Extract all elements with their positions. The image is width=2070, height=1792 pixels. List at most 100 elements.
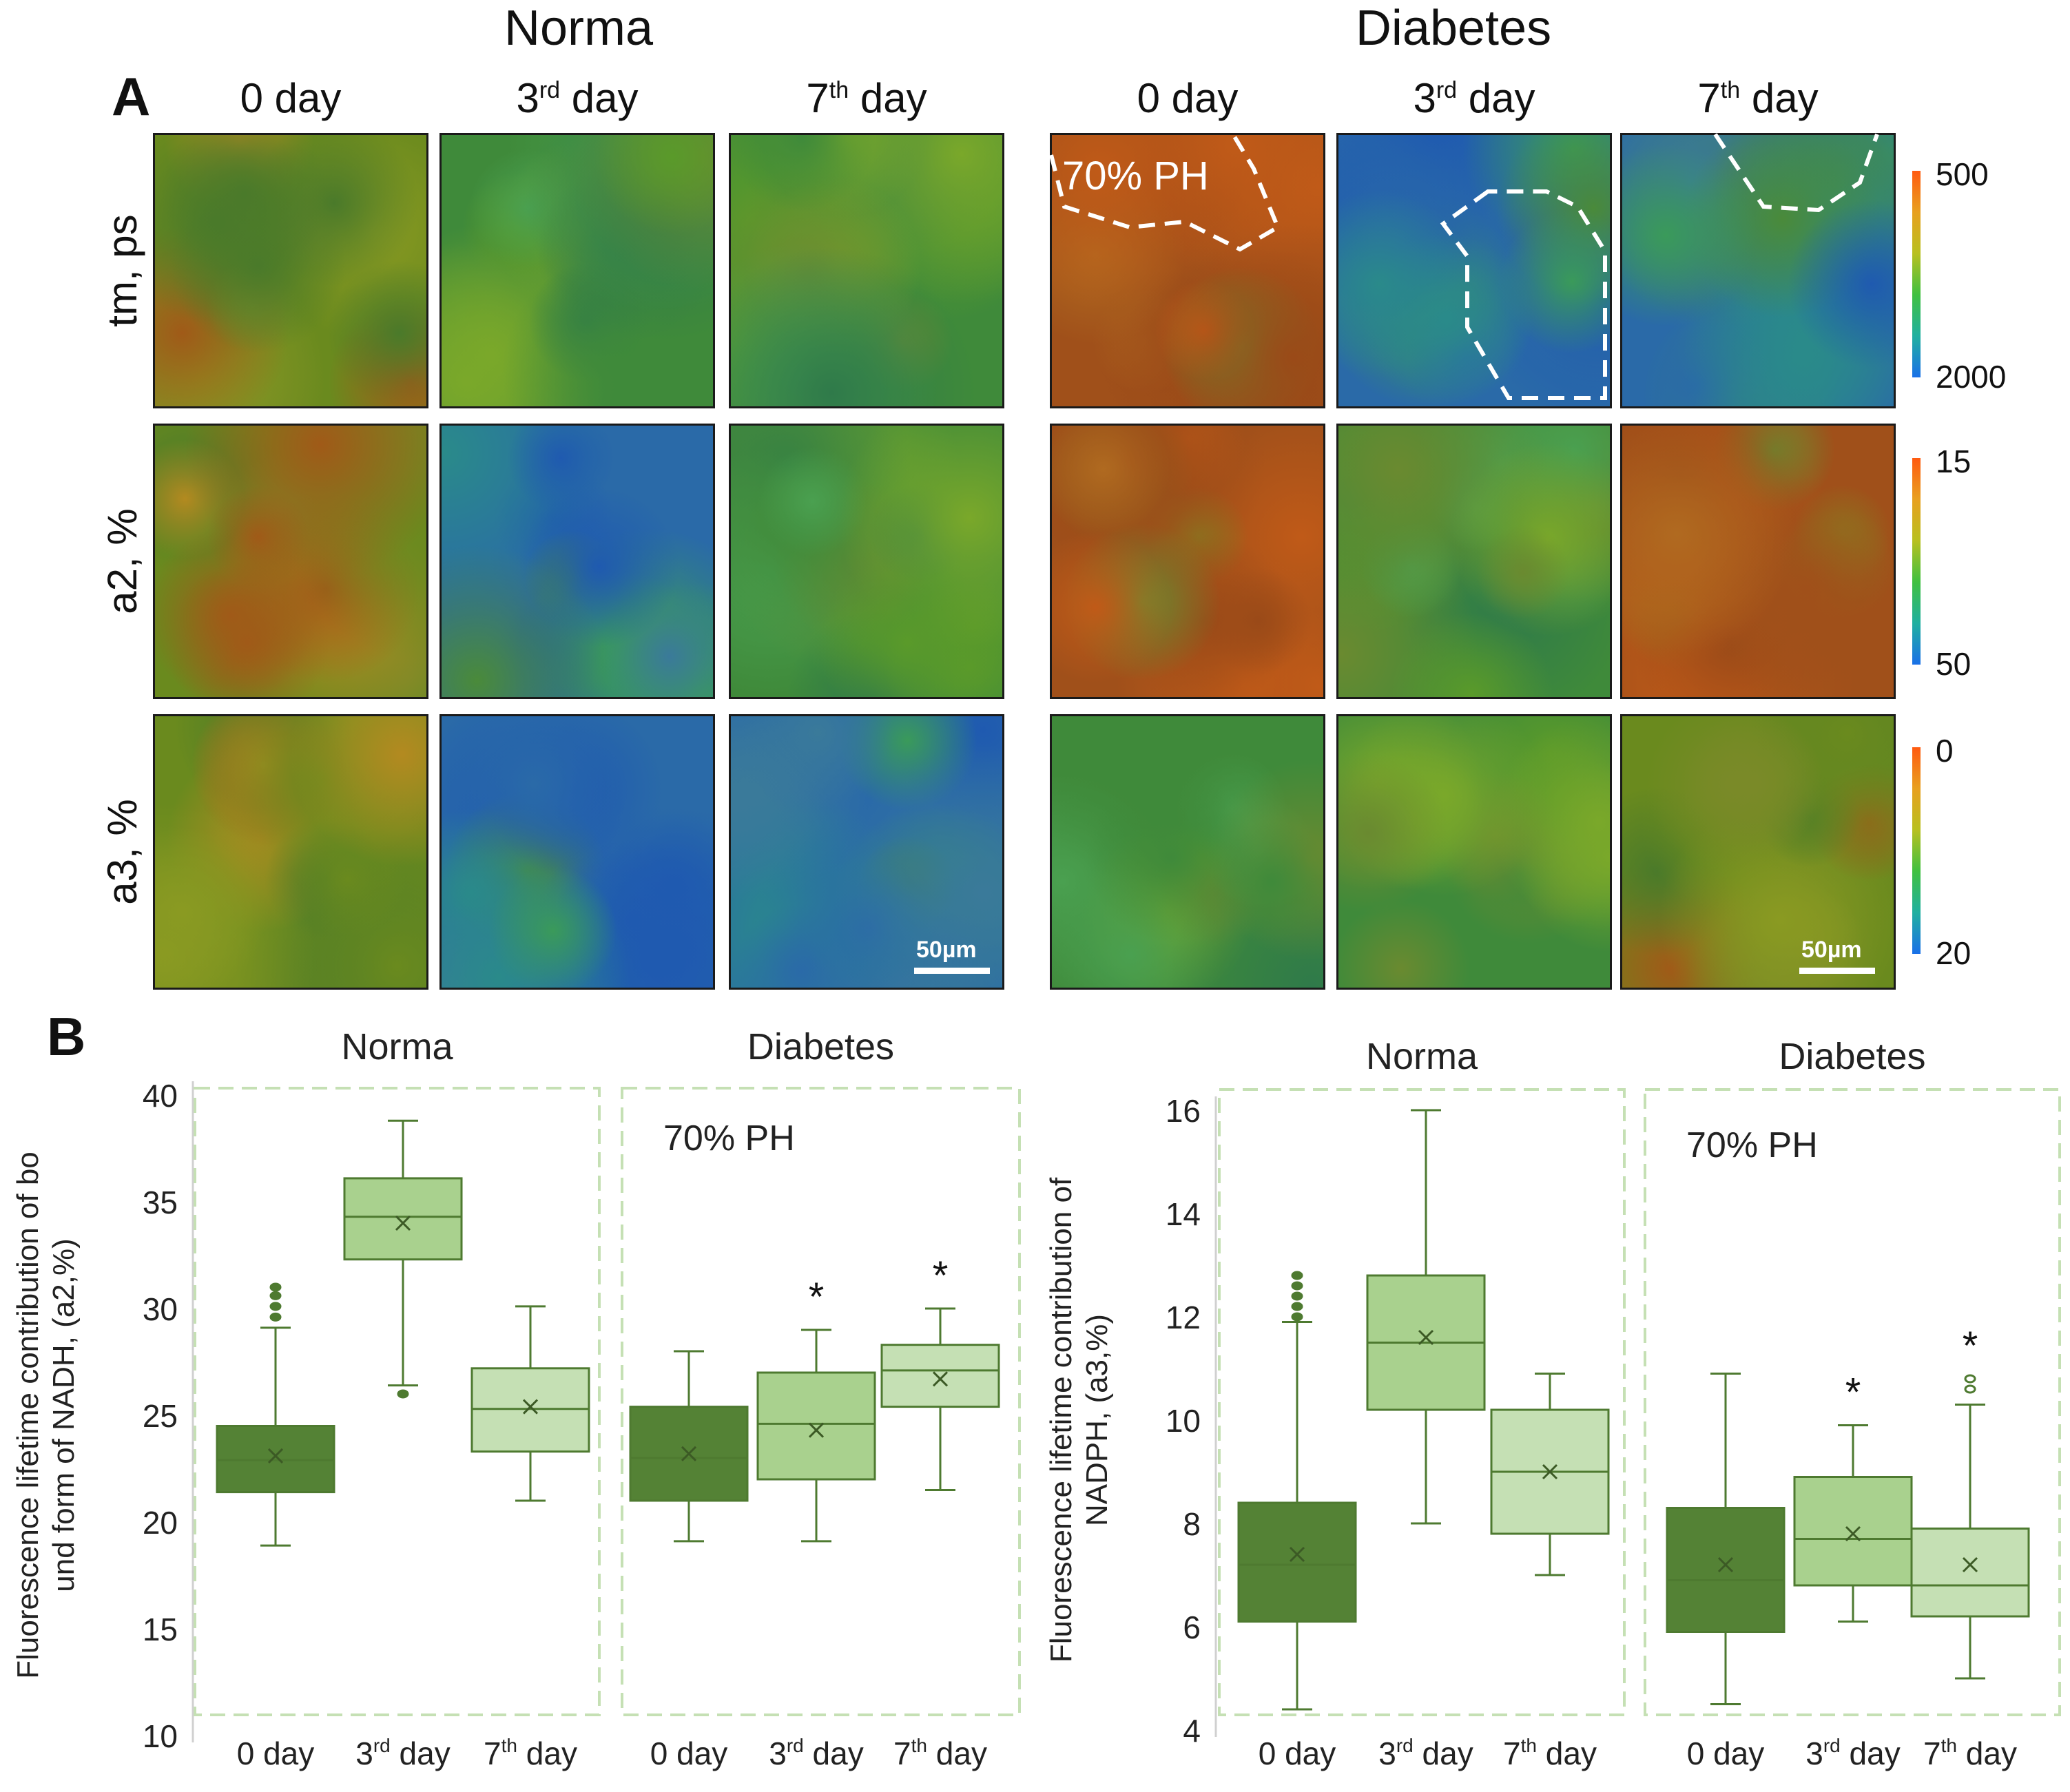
colorbar-2: [1912, 747, 1921, 954]
x-tick-label: 3rd day: [1805, 1735, 1900, 1771]
microscopy-tile-r0-c2: [729, 133, 1004, 408]
y-tick-label-4: 12: [1166, 1300, 1201, 1335]
mean-marker-b: [267, 1448, 284, 1463]
scale-bar-label-1: 50µm: [1801, 937, 1862, 963]
annotation-70-ph: 70% PH: [1686, 1125, 1818, 1165]
outlier-point: [1291, 1281, 1303, 1291]
outlier-point: [1964, 1384, 1976, 1394]
y-tick-label-3: 10: [1166, 1403, 1201, 1439]
roi-outline-1: [1440, 189, 1607, 400]
x-tick-label: 3rd day: [355, 1735, 450, 1771]
outlier-point: [269, 1302, 282, 1311]
microscopy-tile-r1-c3: [1050, 424, 1325, 699]
box-0-1: [343, 1177, 463, 1261]
y-axis-title-line-2: und form of NADH, (a2,%): [47, 1238, 81, 1592]
microscopy-tile-r1-c0: [153, 424, 428, 699]
y-tick-label-0: 10: [143, 1718, 178, 1754]
y-tick-label-1: 6: [1183, 1609, 1201, 1645]
x-tick-label: 3rd day: [1378, 1735, 1473, 1771]
microscopy-tile-r0-c4: [1336, 133, 1612, 408]
outlier-point: [1291, 1271, 1303, 1280]
chart-a2-boxplot: 10 15 20 25 30 35 40 Fluorescence lifetime cont…: [11, 1026, 1021, 1771]
y-tick-label-4: 30: [143, 1291, 178, 1327]
y-tick-label-6: 40: [143, 1078, 178, 1114]
outlier-point: [397, 1389, 409, 1399]
y-axis-title-line-1: Fluorescence lifetime contribution of bo: [11, 1152, 45, 1679]
group-frame-0: [194, 1087, 601, 1716]
annotation-70-ph: 70% PH: [663, 1118, 795, 1158]
y-axis-title-line-2: NADPH, (a3,%): [1080, 1314, 1114, 1526]
group-title-norma: Norma: [504, 1, 654, 56]
colorbar-top-label-0: 500: [1936, 156, 1989, 192]
y-tick-label-6: 16: [1166, 1093, 1201, 1129]
scale-bar-1: [1799, 968, 1875, 974]
x-tick-label: 0 day: [1259, 1736, 1336, 1771]
column-label-norma-1: 3rd day: [516, 75, 639, 121]
colorbar-bottom-label-0: 2000: [1936, 359, 2007, 395]
y-tick-label-1: 15: [143, 1612, 178, 1647]
roi-label: 70% PH: [1062, 154, 1209, 198]
significance-star: *: [933, 1253, 949, 1298]
column-label-diabetes-1: 3rd day: [1413, 75, 1535, 121]
box-1-2: [1910, 1528, 2030, 1618]
colorbar-0: [1912, 171, 1921, 377]
box-1-0: [1666, 1507, 1786, 1633]
x-tick-label: 7th day: [893, 1735, 987, 1771]
column-label-norma-0: 0 day: [240, 75, 342, 121]
microscopy-tile-r1-c4: [1336, 424, 1612, 699]
y-tick-label-3: 25: [143, 1398, 178, 1434]
outlier-point: [1964, 1374, 1976, 1384]
group-title-diabetes: Diabetes: [1355, 1, 1552, 56]
colorbar-top-label-1: 15: [1936, 444, 1971, 479]
group-frame-1: [1644, 1088, 2061, 1716]
outlier-point: [269, 1282, 282, 1292]
mean-marker-b: [1289, 1546, 1305, 1563]
y-tick-label-2: 8: [1183, 1506, 1201, 1542]
box-1-2: [880, 1344, 1000, 1408]
y-axis-title-line-1: Fluorescence lifetime contribution of: [1044, 1177, 1078, 1663]
y-tick-label-2: 20: [143, 1505, 178, 1541]
outlier-point: [1291, 1302, 1303, 1311]
group-frame-0: [1218, 1088, 1626, 1716]
group-title-1: Diabetes: [1779, 1036, 1925, 1077]
box-0-0: [1237, 1501, 1357, 1623]
y-tick-label-0: 4: [1183, 1713, 1201, 1749]
microscopy-tile-r0-c3: [1050, 133, 1325, 408]
mean-marker-b: [1962, 1556, 1978, 1573]
mean-marker-b: [522, 1399, 539, 1415]
mean-marker-b: [395, 1215, 411, 1231]
column-label-diabetes-2: 7th day: [1697, 75, 1819, 121]
group-frame-1: [621, 1087, 1021, 1716]
y-tick-label-5: 35: [143, 1185, 178, 1220]
colorbar-bottom-label-2: 20: [1936, 935, 1971, 971]
microscopy-tile-r1-c1: [439, 424, 715, 699]
row-label-2: a3, %: [99, 799, 145, 905]
outlier-point: [1291, 1312, 1303, 1322]
mean-marker-b: [1418, 1329, 1434, 1346]
x-tick-label: 3rd day: [769, 1735, 863, 1771]
microscopy-tile-r2-c3: [1050, 714, 1325, 990]
significance-star: *: [1963, 1324, 1978, 1368]
microscopy-tile-r1-c2: [729, 424, 1004, 699]
colorbar-bottom-label-1: 50: [1936, 646, 1971, 682]
scale-bar-label-0: 50µm: [916, 937, 977, 963]
column-label-norma-2: 7th day: [806, 75, 927, 121]
roi-outlines: [1049, 133, 1879, 400]
microscopy-tile-r2-c2: [729, 714, 1004, 990]
box-0-2: [470, 1367, 590, 1453]
microscopy-tile-r0-c0: [153, 133, 428, 408]
microscopy-tile-r2-c1: [439, 714, 715, 990]
group-title-0: Norma: [341, 1026, 453, 1067]
mean-marker-b: [1845, 1525, 1861, 1542]
x-tick-label: 7th day: [484, 1735, 577, 1771]
group-title-0: Norma: [1366, 1036, 1478, 1077]
scale-bar-0: [914, 968, 990, 974]
roi-outline-2: [1713, 133, 1879, 213]
significance-star: *: [1845, 1371, 1861, 1415]
box-1-1: [1793, 1476, 1913, 1587]
box-1-1: [756, 1371, 876, 1481]
x-tick-label: 7th day: [1923, 1735, 2017, 1771]
microscopy-tile-r1-c5: [1620, 424, 1896, 699]
box-0-0: [216, 1425, 335, 1494]
microscopy-tile-r2-c5: [1620, 714, 1896, 990]
